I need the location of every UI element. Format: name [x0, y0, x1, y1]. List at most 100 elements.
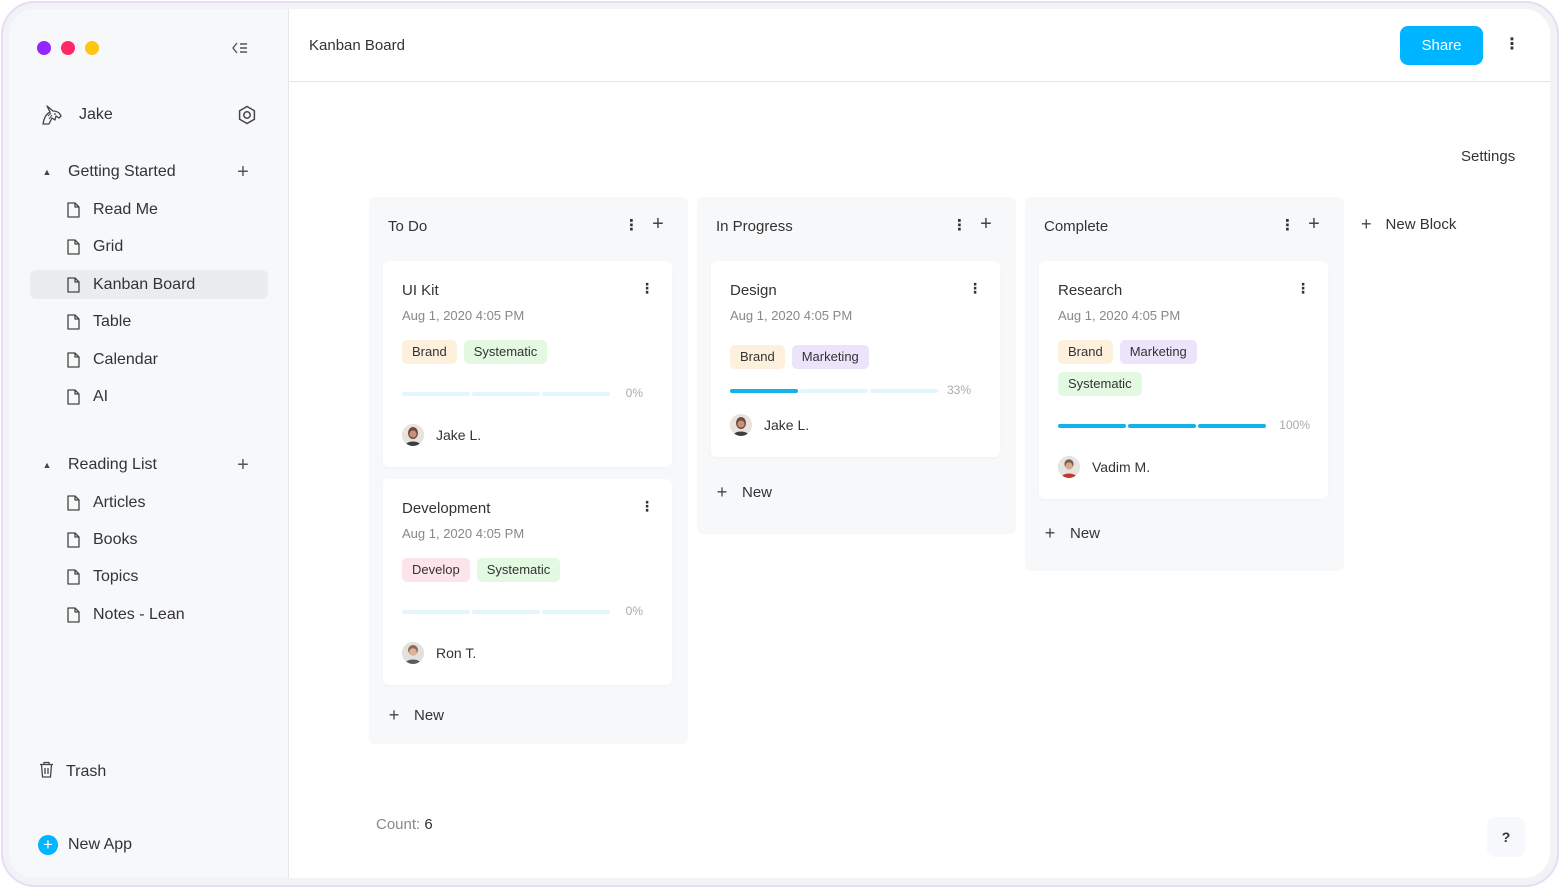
document-icon: [66, 276, 81, 293]
caret-up-icon[interactable]: ▲: [42, 167, 52, 177]
column-title: Complete: [1044, 218, 1109, 235]
sidebar-item-books[interactable]: Books: [30, 525, 268, 554]
progress-percent: 0%: [625, 604, 643, 618]
board-settings-link[interactable]: Settings: [1461, 148, 1516, 165]
new-card-label: New: [742, 483, 773, 501]
kanban-column-to-do: To Do ⋮ + UI Kit ⋮ Aug 1, 2020 4:05 PM B…: [369, 197, 688, 744]
window-dot-purple[interactable]: [37, 41, 51, 55]
document-icon: [66, 494, 81, 511]
card-more-icon[interactable]: ⋮: [640, 280, 654, 296]
card-more-icon[interactable]: ⋮: [968, 280, 982, 296]
sidebar-item-articles[interactable]: Articles: [30, 488, 268, 517]
tag-systematic[interactable]: Systematic: [463, 340, 548, 364]
add-card-button[interactable]: + New: [716, 481, 772, 503]
tag-marketing[interactable]: Marketing: [1119, 340, 1197, 364]
card-title: UI Kit: [402, 282, 439, 299]
sidebar-item-kanban-board[interactable]: Kanban Board: [30, 270, 268, 299]
sidebar-item-ai[interactable]: AI: [30, 382, 268, 411]
document-icon: [66, 568, 81, 585]
plus-circle-icon: +: [38, 835, 58, 855]
document-icon: [66, 201, 81, 218]
trash-icon: [39, 761, 54, 783]
card-title: Development: [402, 500, 491, 517]
document-icon: [66, 238, 81, 255]
section-reading-list[interactable]: ▲ Reading List +: [39, 452, 259, 478]
kanban-card-development[interactable]: Development ⋮ Aug 1, 2020 4:05 PM Develo…: [383, 479, 672, 685]
caret-up-icon[interactable]: ▲: [42, 460, 52, 470]
plus-icon: +: [1044, 522, 1056, 543]
card-more-icon[interactable]: ⋮: [1296, 280, 1310, 296]
sidebar-item-label: Kanban Board: [93, 275, 196, 293]
user-profile[interactable]: Jake: [39, 101, 259, 129]
sidebar-item-table[interactable]: Table: [30, 307, 268, 336]
add-page-button[interactable]: +: [237, 454, 249, 476]
collapse-sidebar-icon[interactable]: [228, 37, 252, 59]
section-getting-started[interactable]: ▲ Getting Started +: [39, 159, 259, 185]
plus-icon: +: [388, 704, 400, 725]
kanban-column-in-progress: In Progress ⋮ + Design ⋮ Aug 1, 2020 4:0…: [697, 197, 1016, 534]
progress-segment: [1128, 424, 1196, 428]
sidebar-item-calendar[interactable]: Calendar: [30, 345, 268, 374]
more-options-icon[interactable]: ⋮: [1504, 36, 1520, 53]
progress-percent: 33%: [946, 383, 971, 397]
help-button[interactable]: ?: [1487, 817, 1525, 857]
card-assignee[interactable]: Vadim M.: [1058, 456, 1150, 478]
column-more-icon[interactable]: ⋮: [952, 217, 967, 234]
progress-bar: [402, 610, 610, 614]
count-value: 6: [424, 816, 433, 833]
window-minimize-dot[interactable]: [85, 41, 99, 55]
new-app-button[interactable]: + New App: [38, 834, 132, 856]
new-block-button[interactable]: + New Block: [1361, 214, 1456, 235]
kanban-card-research[interactable]: Research ⋮ Aug 1, 2020 4:05 PM Brand Mar…: [1039, 261, 1328, 499]
column-more-icon[interactable]: ⋮: [1280, 217, 1295, 234]
tag-brand[interactable]: Brand: [1058, 340, 1113, 364]
app-window: Jake ▲ Getting Started + Read Me Grid Ka…: [9, 9, 1550, 878]
add-card-button[interactable]: + New: [1044, 522, 1100, 544]
unicorn-icon: [39, 102, 65, 128]
progress-segment: [1058, 424, 1126, 428]
column-more-icon[interactable]: ⋮: [624, 217, 639, 234]
kanban-card-ui-kit[interactable]: UI Kit ⋮ Aug 1, 2020 4:05 PM Brand Syste…: [383, 261, 672, 467]
tag-develop[interactable]: Develop: [402, 558, 470, 582]
column-title: To Do: [388, 218, 428, 235]
sidebar-item-grid[interactable]: Grid: [30, 232, 268, 261]
progress-bar: [402, 392, 610, 396]
sidebar-item-label: Read Me: [93, 200, 158, 218]
tag-marketing[interactable]: Marketing: [791, 345, 869, 369]
new-card-label: New: [1070, 524, 1101, 542]
card-more-icon[interactable]: ⋮: [640, 498, 654, 514]
tag-brand[interactable]: Brand: [402, 340, 457, 364]
card-tags: Brand Marketing Systematic: [1058, 340, 1258, 396]
plus-icon: +: [1361, 214, 1372, 234]
window-close-dot[interactable]: [61, 41, 75, 55]
card-count: Count: 6: [376, 816, 433, 833]
tag-systematic[interactable]: Systematic: [476, 558, 561, 582]
sidebar-item-read-me[interactable]: Read Me: [30, 195, 268, 224]
settings-gear-icon[interactable]: [235, 103, 259, 127]
progress-segment: [800, 389, 868, 393]
sidebar-item-topics[interactable]: Topics: [30, 562, 268, 591]
column-add-icon[interactable]: +: [980, 213, 992, 235]
trash-button[interactable]: Trash: [39, 760, 106, 784]
tag-systematic[interactable]: Systematic: [1058, 372, 1142, 396]
sidebar-item-label: AI: [93, 387, 109, 405]
avatar: [402, 642, 424, 664]
column-add-icon[interactable]: +: [1308, 213, 1320, 235]
assignee-name: Ron T.: [436, 645, 477, 661]
page-title: Kanban Board: [309, 37, 405, 54]
column-add-icon[interactable]: +: [652, 213, 664, 235]
kanban-card-design[interactable]: Design ⋮ Aug 1, 2020 4:05 PM Brand Marke…: [711, 261, 1000, 457]
share-button[interactable]: Share: [1400, 26, 1483, 65]
card-tags: Brand Systematic: [402, 340, 662, 364]
assignee-name: Jake L.: [436, 427, 482, 443]
add-page-button[interactable]: +: [237, 161, 249, 183]
card-assignee[interactable]: Jake L.: [730, 414, 809, 436]
add-card-button[interactable]: + New: [388, 704, 444, 726]
plus-icon: +: [716, 481, 728, 502]
progress-segment: [472, 392, 540, 396]
tag-brand[interactable]: Brand: [730, 345, 785, 369]
sidebar-item-notes-lean[interactable]: Notes - Lean: [30, 600, 268, 629]
card-assignee[interactable]: Ron T.: [402, 642, 476, 664]
card-assignee[interactable]: Jake L.: [402, 424, 481, 446]
progress-segment: [402, 392, 470, 396]
